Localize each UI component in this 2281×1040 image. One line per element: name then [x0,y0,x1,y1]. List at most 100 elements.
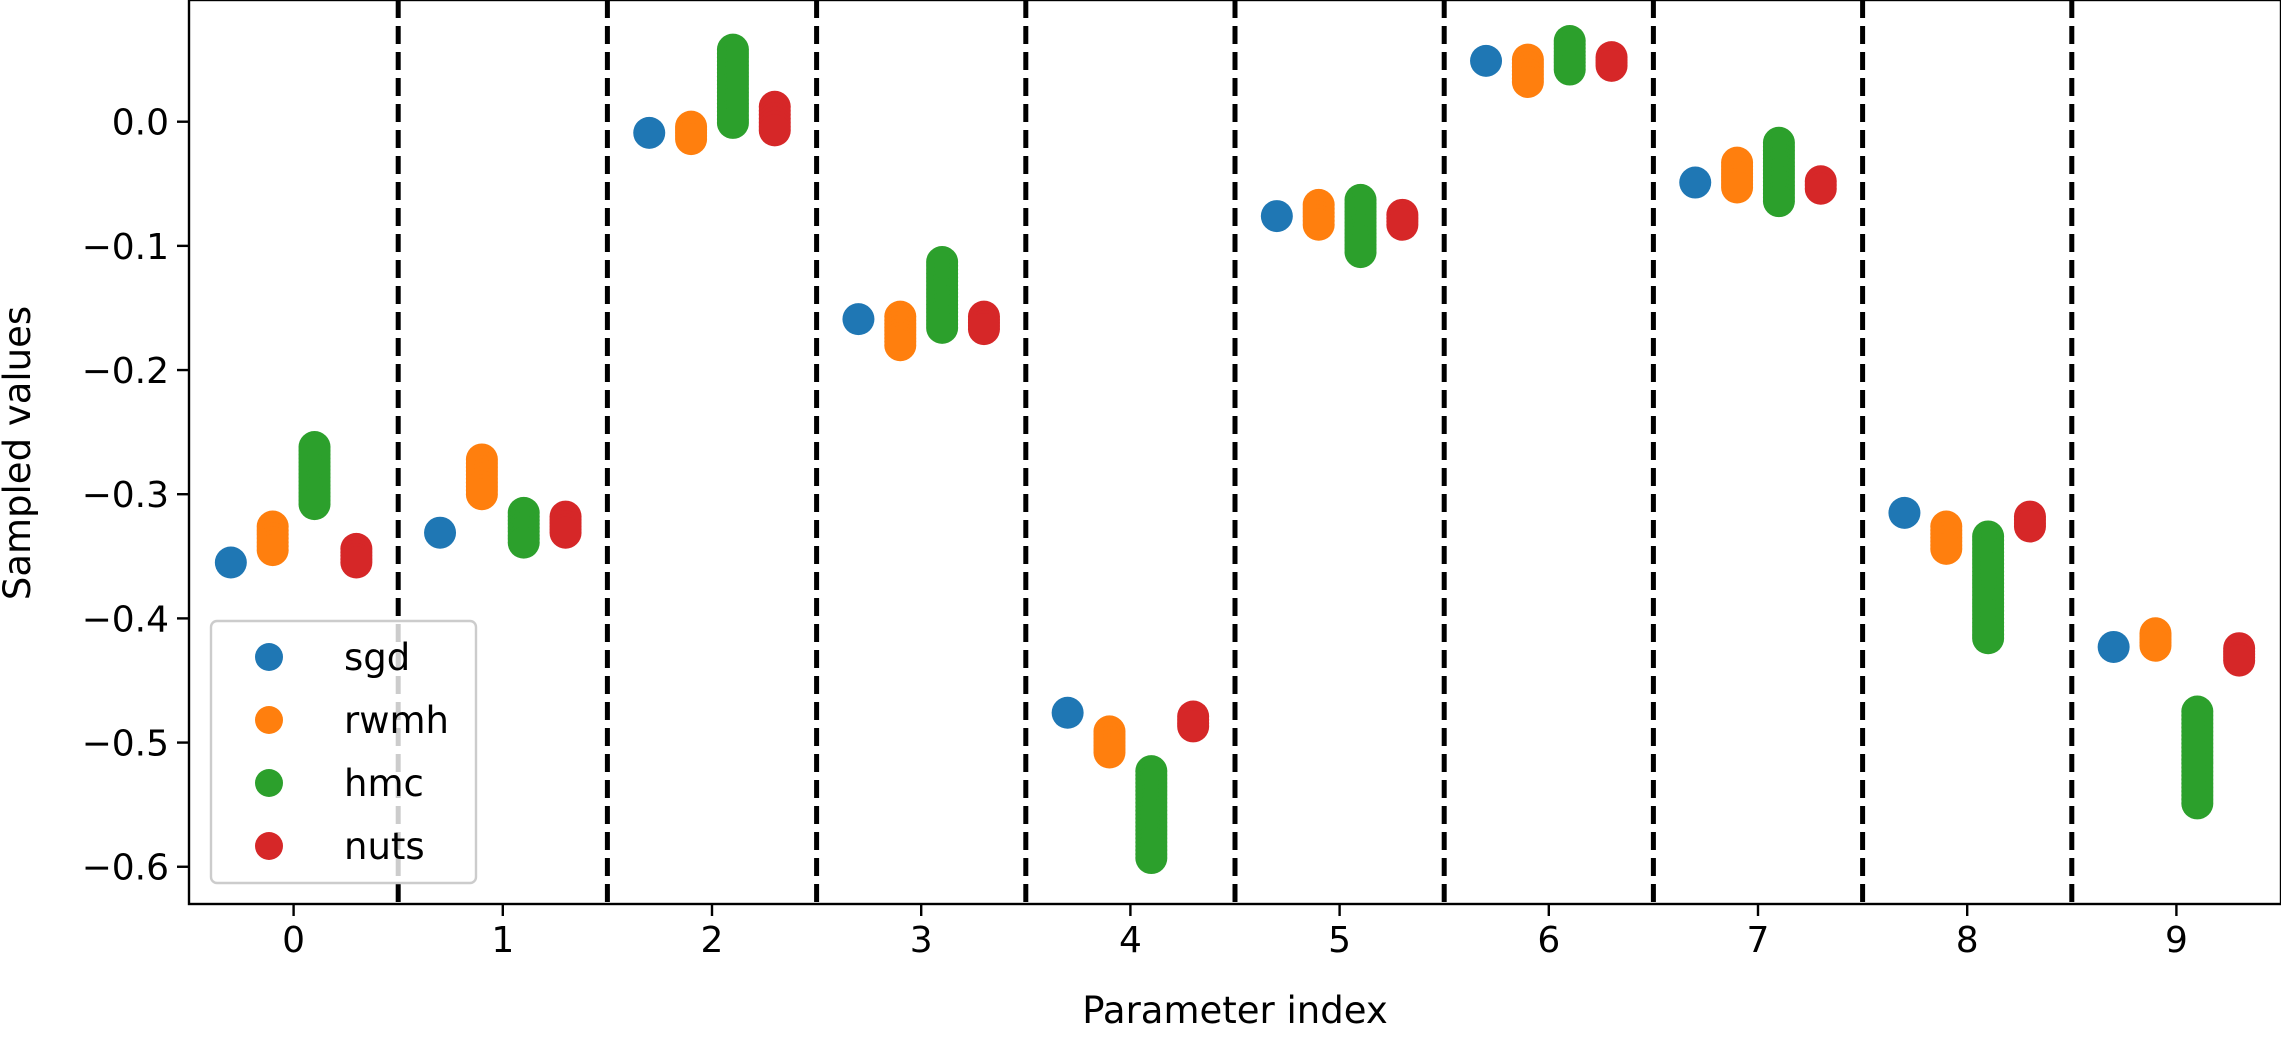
point-rwmh-8 [1930,532,1963,565]
point-rwmh-6 [1511,65,1544,98]
point-group-rwmh-7 [1721,146,1754,204]
x-tick-label-5: 5 [1328,920,1351,961]
point-hmc-3 [926,311,959,344]
group-separators [395,0,2075,904]
legend-marker-rwmh [255,706,283,734]
point-group-nuts-9 [2223,632,2256,677]
point-group-nuts-2 [758,90,791,147]
axes [187,0,2281,906]
y-tick-label-0: 0.0 [112,103,169,144]
x-tick-label-1: 1 [491,920,514,961]
point-rwmh-7 [1721,171,1754,204]
legend-marker-sgd [255,643,283,671]
x-tick-label-9: 9 [2165,920,2188,961]
point-sgd-6 [1470,44,1503,77]
x-tick-label-6: 6 [1537,920,1560,961]
point-nuts-1 [549,516,582,549]
legend-label-rwmh: rwmh [344,699,449,742]
point-hmc-1 [507,526,540,559]
point-group-rwmh-5 [1302,188,1335,241]
point-group-rwmh-9 [2139,617,2172,662]
point-nuts-7 [1804,172,1837,205]
plot-frame [187,0,2281,906]
point-group-hmc-1 [507,496,540,559]
point-group-sgd-1 [424,516,457,549]
point-group-hmc-0 [298,431,331,521]
y-tick-label-2: −0.2 [82,351,169,392]
point-rwmh-0 [256,534,289,567]
point-sgd-1 [424,516,457,549]
point-sgd-2 [633,116,666,149]
point-group-hmc-4 [1135,755,1168,875]
y-ticks: 0.0 −0.1 −0.2 −0.3 −0.4 −0.5 −0.6 [82,103,189,889]
point-group-nuts-7 [1804,165,1837,205]
point-group-sgd-9 [2097,630,2130,663]
point-group-hmc-7 [1762,126,1795,218]
point-sgd-8 [1888,496,1921,529]
point-group-nuts-0 [340,532,373,579]
point-nuts-2 [758,114,791,147]
point-group-hmc-9 [2181,695,2214,820]
y-axis-title: Sampled values [0,306,39,600]
x-tick-label-0: 0 [282,920,305,961]
legend-label-sgd: sgd [344,636,410,679]
point-hmc-0 [298,488,331,521]
point-rwmh-1 [465,478,498,511]
point-group-rwmh-6 [1511,43,1544,98]
point-group-nuts-3 [967,300,1000,346]
point-hmc-5 [1344,236,1377,269]
point-group-rwmh-3 [884,300,917,362]
legend-box [209,619,478,885]
point-group-rwmh-1 [465,443,498,511]
data-points [214,24,2256,875]
point-rwmh-3 [884,329,917,362]
x-tick-label-2: 2 [701,920,724,961]
point-group-sgd-3 [842,303,875,336]
legend-items: sgd rwmh hmc nuts [255,636,449,868]
y-tick-label-1: −0.1 [82,227,169,268]
point-group-nuts-4 [1177,700,1210,743]
point-nuts-0 [340,546,373,579]
x-tick-label-7: 7 [1747,920,1770,961]
point-sgd-5 [1260,200,1293,233]
point-sgd-4 [1051,696,1084,729]
point-sgd-7 [1679,166,1712,199]
point-group-nuts-6 [1595,41,1628,82]
legend-marker-hmc [255,769,283,797]
point-nuts-6 [1595,49,1628,82]
point-group-rwmh-0 [256,510,289,567]
point-group-sgd-2 [633,116,666,149]
point-nuts-3 [967,313,1000,346]
y-tick-label-5: −0.5 [82,724,169,765]
point-group-rwmh-4 [1093,715,1126,769]
point-sgd-0 [214,546,247,579]
y-tick-label-4: −0.4 [82,599,169,640]
point-nuts-5 [1386,208,1419,241]
point-group-rwmh-8 [1930,510,1963,565]
point-hmc-7 [1762,185,1795,218]
point-group-sgd-8 [1888,496,1921,529]
point-rwmh-4 [1093,736,1126,769]
legend-label-hmc: hmc [344,762,424,805]
point-group-nuts-8 [2013,500,2046,543]
point-rwmh-9 [2139,629,2172,662]
x-tick-label-4: 4 [1119,920,1142,961]
y-tick-label-6: −0.6 [82,848,169,889]
x-axis-title: Parameter index [1082,989,1388,1032]
point-group-hmc-8 [1972,520,2005,655]
point-group-nuts-5 [1386,198,1419,241]
legend-label-nuts: nuts [344,825,425,868]
point-nuts-4 [1177,710,1210,743]
x-tick-label-8: 8 [1956,920,1979,961]
point-hmc-2 [716,106,749,139]
point-group-hmc-3 [926,246,959,344]
point-rwmh-5 [1302,208,1335,241]
legend: sgd rwmh hmc nuts [209,619,478,885]
point-group-sgd-4 [1051,696,1084,729]
point-group-nuts-1 [549,500,582,549]
point-group-sgd-7 [1679,166,1712,199]
x-ticks: 0 1 2 3 4 5 6 7 8 9 [282,904,2188,961]
legend-marker-nuts [255,832,283,860]
